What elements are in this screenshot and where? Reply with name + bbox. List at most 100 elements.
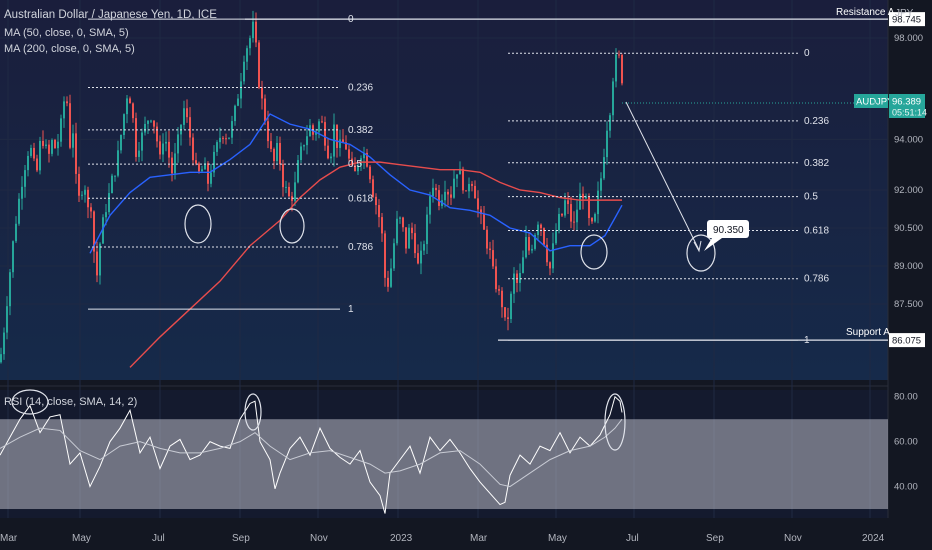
candle-body <box>492 250 494 267</box>
rsi-axis-label: 60.00 <box>894 437 918 448</box>
candle-body <box>378 205 380 218</box>
x-axis-label: May <box>72 533 91 544</box>
candle-body <box>372 179 374 197</box>
candle-body <box>159 141 161 155</box>
candle-body <box>411 227 413 234</box>
candle-body <box>153 120 155 127</box>
candle-body <box>135 118 137 157</box>
candle-body <box>183 108 185 125</box>
rsi-line <box>0 395 623 514</box>
candle-body <box>261 87 263 99</box>
candle-body <box>456 174 458 179</box>
symbol-title: Australian Dollar / Japanese Yen, 1D, IC… <box>4 9 217 21</box>
candle-body <box>357 165 359 172</box>
candle-body <box>390 268 392 287</box>
candle-body <box>249 38 251 49</box>
last-price-box <box>889 94 925 118</box>
fib-b-label: 0.786 <box>804 274 829 285</box>
symbol-tag: AUDJPY <box>856 97 894 108</box>
candle-body <box>27 155 29 171</box>
candle-body <box>51 139 53 154</box>
candle-body <box>111 175 113 194</box>
candle-body <box>120 134 122 151</box>
candle-body <box>579 193 581 210</box>
candle-body <box>366 152 368 167</box>
fib-b-label: 0 <box>804 48 810 59</box>
candle-body <box>192 137 194 161</box>
fib-b-label: 0.618 <box>804 226 829 237</box>
candle-body <box>267 121 269 142</box>
y-axis-label: 90.500 <box>894 223 923 234</box>
candle-body <box>402 217 404 228</box>
candle-body <box>138 150 140 157</box>
candle-body <box>108 193 110 213</box>
candle-body <box>39 140 41 171</box>
candle-body <box>78 173 80 196</box>
fib-a-label: 0.382 <box>348 125 373 136</box>
candle-body <box>432 187 434 197</box>
candle-body <box>258 42 260 88</box>
ma200-line <box>129 161 622 368</box>
candle-body <box>21 186 23 199</box>
candle-body <box>219 137 221 143</box>
resistance-label: Resistance A <box>836 7 895 18</box>
candle-body <box>15 223 17 242</box>
candle-body <box>42 140 44 146</box>
candle-body <box>621 54 623 84</box>
candle-body <box>438 190 440 206</box>
x-axis-label: Nov <box>784 533 802 544</box>
candle-body <box>186 108 188 118</box>
candle-body <box>309 125 311 137</box>
x-axis-label: 2024 <box>862 533 885 544</box>
candle-body <box>123 114 125 135</box>
candle-body <box>489 248 491 251</box>
candle-body <box>519 272 521 283</box>
candle-body <box>567 200 569 205</box>
candle-body <box>393 243 395 269</box>
candle-body <box>114 175 116 177</box>
candle-body <box>594 214 596 222</box>
candle-body <box>231 121 233 138</box>
candle-body <box>501 290 503 308</box>
candle-body <box>237 98 239 106</box>
rsi-axis-label: 40.00 <box>894 482 918 493</box>
ma50-legend: MA (50, close, 0, SMA, 5) <box>4 27 129 39</box>
candle-body <box>417 253 419 264</box>
candle-body <box>228 137 230 139</box>
candle-body <box>300 146 302 161</box>
candle-body <box>405 227 407 249</box>
candle-body <box>342 139 344 143</box>
candle-body <box>264 98 266 122</box>
candle-body <box>591 218 593 222</box>
candle-body <box>603 157 605 179</box>
candle-body <box>618 54 620 56</box>
candle-body <box>330 156 332 159</box>
candle-body <box>546 244 548 263</box>
candle-body <box>198 163 200 172</box>
candle-body <box>513 273 515 294</box>
x-axis-label: Jul <box>152 533 165 544</box>
candle-body <box>90 207 92 212</box>
candle-body <box>318 121 320 132</box>
candle-body <box>570 204 572 222</box>
candle-body <box>81 194 83 196</box>
x-axis-label: May <box>548 533 567 544</box>
candle-body <box>177 134 179 154</box>
y-axis-label: 89.000 <box>894 261 923 272</box>
candle-body <box>9 272 11 307</box>
candle-body <box>315 131 317 135</box>
candle-body <box>381 217 383 234</box>
candle-body <box>69 103 71 148</box>
candle-body <box>33 147 35 159</box>
candle-body <box>471 183 473 186</box>
candle-body <box>336 124 338 148</box>
candle-body <box>171 157 173 174</box>
fib-b-label: 0.5 <box>804 192 818 203</box>
candle-body <box>369 166 371 180</box>
candle-body <box>507 317 509 320</box>
candle-body <box>207 163 209 184</box>
rsi-axis-label: 80.00 <box>894 392 918 403</box>
candle-body <box>24 170 26 187</box>
candle-body <box>162 143 164 155</box>
